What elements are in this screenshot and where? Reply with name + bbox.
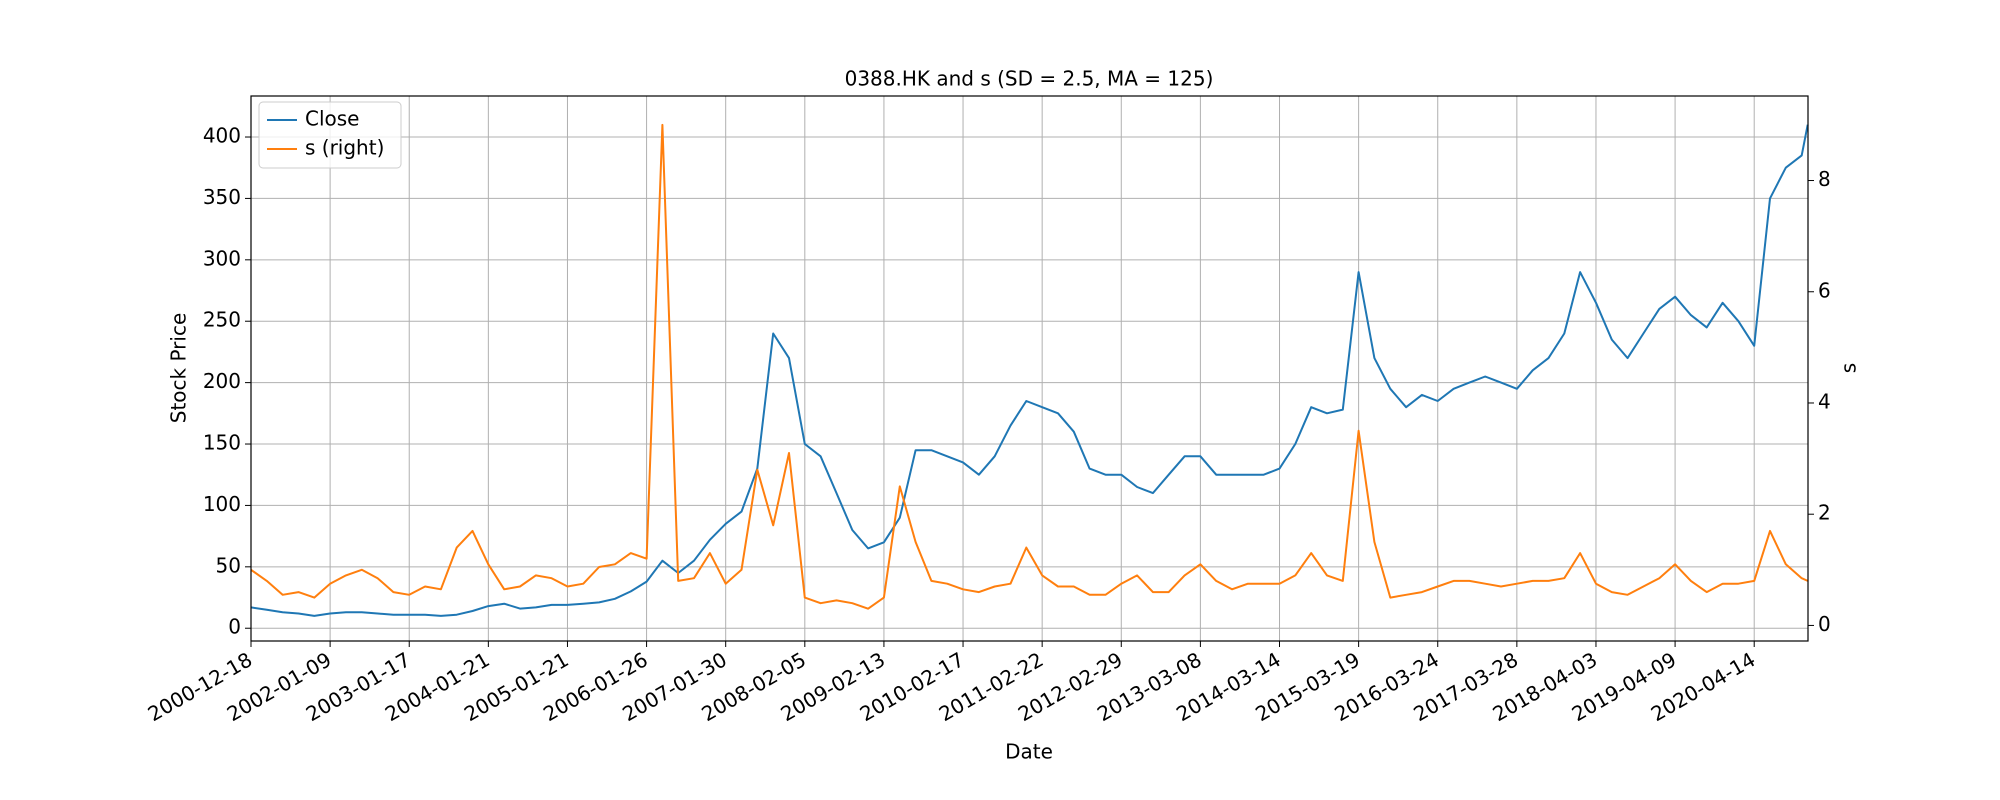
y2-tick-label: 8 bbox=[1818, 167, 1831, 191]
y-tick-label: 350 bbox=[203, 185, 241, 209]
y2-tick-label: 4 bbox=[1818, 389, 1831, 413]
legend-box bbox=[258, 101, 402, 169]
legend-label: Close bbox=[305, 107, 359, 131]
y-tick-label: 400 bbox=[203, 124, 241, 148]
x-axis-label: Date bbox=[1005, 740, 1053, 764]
y2-tick-label: 6 bbox=[1818, 278, 1831, 302]
line-series bbox=[250, 123, 1809, 610]
y-tick-label: 100 bbox=[203, 492, 241, 516]
y-tick-label: 50 bbox=[216, 553, 241, 577]
y-tick-label: 150 bbox=[203, 431, 241, 455]
legend-label: s (right) bbox=[305, 136, 384, 160]
y2-tick-label: 0 bbox=[1818, 612, 1831, 636]
y-tick-label: 0 bbox=[228, 615, 241, 639]
plot-frame bbox=[250, 95, 1809, 642]
y2-axis-label: s bbox=[1837, 363, 1861, 373]
y-tick-label: 200 bbox=[203, 369, 241, 393]
y-tick-label: 300 bbox=[203, 246, 241, 270]
line-series bbox=[250, 124, 1809, 617]
y2-tick-label: 2 bbox=[1818, 501, 1831, 525]
y-axis-label: Stock Price bbox=[167, 313, 191, 424]
chart-title: 0388.HK and s (SD = 2.5, MA = 125) bbox=[845, 67, 1214, 91]
y-tick-label: 250 bbox=[203, 308, 241, 332]
